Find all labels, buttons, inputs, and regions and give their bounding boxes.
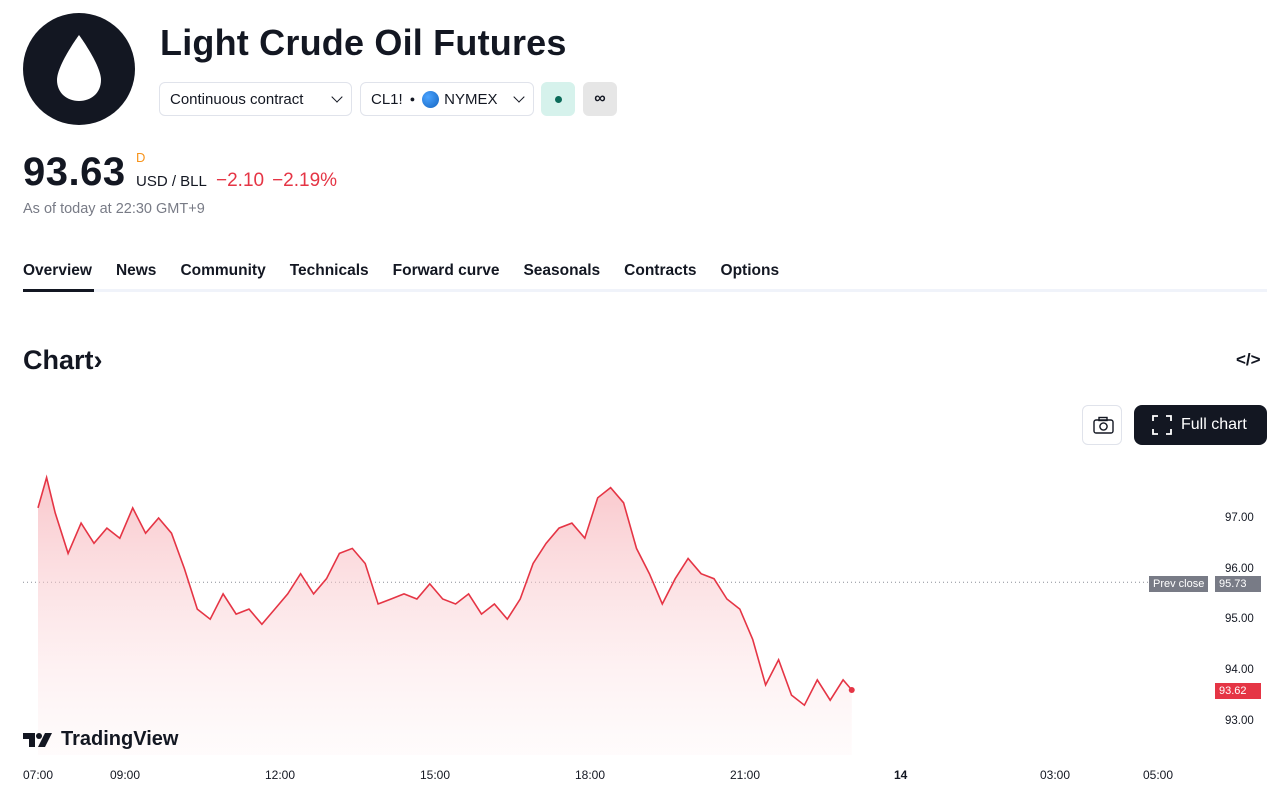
x-tick: 14 xyxy=(894,768,908,782)
change-percent: −2.19% xyxy=(272,170,338,191)
snapshot-button[interactable] xyxy=(1082,405,1122,445)
y-tick: 95.00 xyxy=(1225,613,1254,625)
section-tabs: Overview News Community Technicals Forwa… xyxy=(23,262,803,292)
chevron-down-icon xyxy=(513,91,525,103)
tradingview-label: TradingView xyxy=(61,728,179,750)
camera-icon xyxy=(1093,416,1114,434)
embed-code-icon[interactable]: </> xyxy=(1236,350,1261,369)
tab-contracts[interactable]: Contracts xyxy=(624,262,697,279)
contract-selector-label: Continuous contract xyxy=(170,90,304,108)
x-tick: 12:00 xyxy=(265,768,296,782)
separator-dot: ● xyxy=(409,94,416,104)
tab-news[interactable]: News xyxy=(115,262,157,279)
symbol-logo xyxy=(23,13,135,125)
price-area xyxy=(38,477,852,755)
tabs-divider xyxy=(23,289,1267,292)
prev-close-tag: Prev close xyxy=(1149,576,1209,592)
y-tick: 93.00 xyxy=(1225,715,1254,727)
x-tick: 05:00 xyxy=(1143,768,1174,782)
price-line xyxy=(37,474,853,707)
symbol-label: CL1! xyxy=(371,90,403,108)
market-status-button[interactable] xyxy=(541,82,575,116)
last-price: 93.63 xyxy=(23,150,126,194)
x-tick: 18:00 xyxy=(575,768,606,782)
oil-drop-icon xyxy=(57,35,101,101)
x-tick: 15:00 xyxy=(420,768,451,782)
globe-icon xyxy=(422,90,440,108)
infinity-icon: ∞ xyxy=(594,90,606,107)
page-title: Light Crude Oil Futures xyxy=(160,22,567,63)
x-tick: 07:00 xyxy=(23,768,54,782)
last-price-tag: 93.62 xyxy=(1215,683,1261,699)
tradingview-logo[interactable]: TradingView xyxy=(23,728,178,751)
market-open-icon xyxy=(554,95,562,103)
tab-community[interactable]: Community xyxy=(180,262,266,279)
y-tick: 97.00 xyxy=(1225,512,1254,524)
tab-forward-curve[interactable]: Forward curve xyxy=(392,262,500,279)
continuous-button[interactable]: ∞ xyxy=(583,82,617,116)
chart-section-heading[interactable]: Chart› xyxy=(23,345,103,376)
x-tick: 09:00 xyxy=(110,768,141,782)
chevron-right-icon: › xyxy=(93,345,103,375)
y-tick: 94.00 xyxy=(1225,664,1254,676)
contract-selector[interactable]: Continuous contract xyxy=(159,82,352,116)
exchange-label: NYMEX xyxy=(444,90,498,108)
tab-technicals[interactable]: Technicals xyxy=(289,262,369,279)
last-price-marker xyxy=(848,687,855,694)
change-value: −2.10 xyxy=(216,170,265,191)
active-tab-indicator xyxy=(23,289,94,292)
interval-badge: D xyxy=(136,150,146,165)
tradingview-icon xyxy=(23,732,52,747)
fullscreen-icon xyxy=(1152,415,1172,435)
symbol-exchange-selector[interactable]: CL1! ● NYMEX xyxy=(360,82,534,116)
chart-heading-label: Chart xyxy=(23,345,94,375)
price-chart[interactable] xyxy=(0,455,1287,760)
x-tick: 03:00 xyxy=(1040,768,1071,782)
chevron-down-icon xyxy=(331,91,343,103)
x-tick: 21:00 xyxy=(730,768,761,782)
y-tick: 96.00 xyxy=(1225,563,1254,575)
tab-options[interactable]: Options xyxy=(720,262,780,279)
prev-close-value: 95.73 xyxy=(1215,576,1261,592)
tab-overview[interactable]: Overview xyxy=(23,262,92,279)
price-change: −2.10 −2.19% xyxy=(216,170,345,192)
tab-seasonals[interactable]: Seasonals xyxy=(523,262,601,279)
currency-unit: USD / BLL xyxy=(136,173,207,190)
full-chart-label: Full chart xyxy=(1181,416,1247,433)
quote-timestamp: As of today at 22:30 GMT+9 xyxy=(23,201,205,217)
full-chart-button[interactable]: Full chart xyxy=(1134,405,1267,445)
